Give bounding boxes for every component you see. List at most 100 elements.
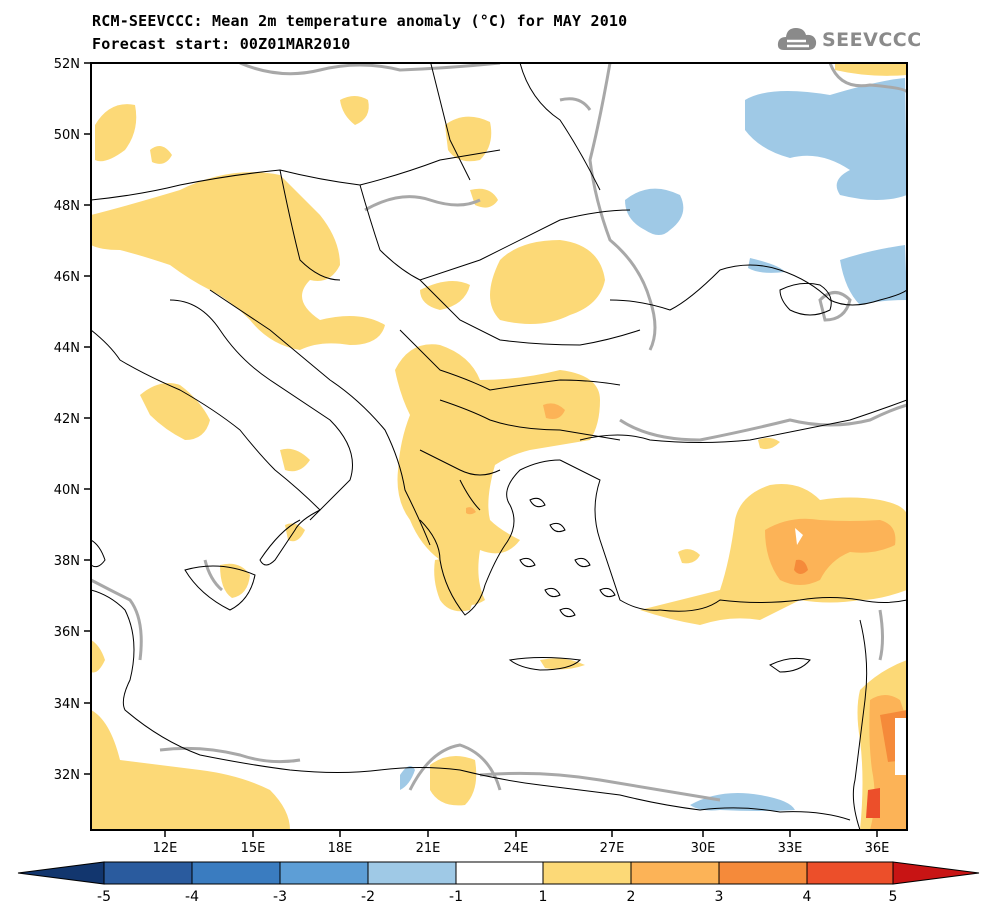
adriatic-east-coast: [209, 289, 431, 546]
warm-anomaly-turkey-spot: [678, 549, 700, 564]
greece-coastline: [419, 459, 561, 616]
cool-anomaly-egypt: [690, 792, 795, 811]
zero-contour-north: [239, 63, 501, 76]
levant-coastline: [852, 619, 868, 830]
lon-label-21e: 21E: [416, 841, 441, 856]
country-borders: [91, 63, 641, 511]
lat-label-38n: 38N: [54, 554, 80, 569]
sicily-coastline: [184, 565, 256, 611]
longitude-axis: 12E 15E 18E 21E 24E 27E 30E 33E 36E: [153, 830, 890, 856]
warm-anomaly-2-3-bulgaria: [543, 403, 565, 419]
warm-anomaly-2-3-greece: [466, 507, 476, 515]
crimea-coastline: [779, 282, 832, 316]
warm-anomaly-sicily: [220, 563, 250, 598]
zero-contour-carpathians: [364, 195, 481, 212]
colorbar-high-arrow: [892, 861, 980, 885]
coastlines-and-borders: [91, 63, 907, 830]
colorbar-segment-3: [279, 861, 369, 885]
colorbar: -5 -4 -3 -2 -1 1 2 3 4 5: [17, 861, 980, 905]
warm-anomaly-spot-1: [150, 146, 172, 164]
cool-anomaly-ukraine-north: [745, 78, 907, 200]
warm-anomaly-tunisia: [91, 640, 105, 673]
crete-coastline: [508, 657, 582, 671]
colorbar-tick-label: -5: [97, 889, 111, 905]
warm-anomaly-italy-south: [280, 448, 310, 472]
lon-label-36e: 36E: [865, 841, 890, 856]
colorbar-tick-label: -1: [449, 889, 463, 905]
colorbar-segment-5: [455, 861, 544, 885]
zero-contour-italy-south: [203, 559, 223, 592]
warm-anomaly-balkans: [395, 344, 600, 605]
turkey-south-coast: [659, 597, 907, 612]
latitude-axis: 52N 50N 48N 46N 44N 42N 40N 38N 36N 34N …: [54, 57, 91, 783]
colorbar-tick-label: -3: [273, 889, 287, 905]
zero-contours: [91, 63, 907, 802]
cool-anomaly-libya: [400, 766, 415, 790]
warm-anomaly-germany: [95, 104, 137, 162]
lat-label-36n: 36N: [54, 625, 80, 640]
colorbar-segment-7: [630, 861, 720, 885]
lat-label-52n: 52N: [54, 57, 80, 72]
cool-anomaly-crimea-east: [840, 245, 907, 305]
colorbar-segment-1: [103, 861, 193, 885]
warm-anomaly-peloponnese: [434, 558, 474, 612]
zero-contour-ukraine: [588, 63, 657, 351]
warm-anomaly-czech: [445, 116, 492, 162]
lat-label-50n: 50N: [54, 128, 80, 143]
lon-label-33e: 33E: [778, 841, 803, 856]
colorbar-segment-2: [191, 861, 281, 885]
warm-anomaly-spot-2: [470, 188, 498, 208]
lat-label-40n: 40N: [54, 483, 80, 498]
zero-contour-black-sea: [818, 291, 852, 322]
warm-anomaly-italy-central: [140, 382, 210, 440]
zero-contour-egypt-south: [408, 743, 502, 791]
map-frame: [90, 62, 908, 831]
anomaly-fields: [91, 63, 907, 830]
colorbar-tick-label: -4: [185, 889, 199, 905]
lon-label-30e: 30E: [691, 841, 716, 856]
colorbar-segment-6: [542, 861, 632, 885]
black-sea-coast: [579, 264, 907, 443]
lon-label-12e: 12E: [153, 841, 178, 856]
aegean-islands: [519, 497, 616, 618]
lon-label-18e: 18E: [328, 841, 353, 856]
lat-label-32n: 32N: [54, 768, 80, 783]
italy-coastline: [91, 299, 353, 566]
lat-label-44n: 44N: [54, 341, 80, 356]
lat-label-42n: 42N: [54, 412, 80, 427]
warm-anomaly-north-africa: [91, 710, 290, 830]
cool-anomaly-moldova: [625, 188, 684, 235]
warm-anomaly-poland: [340, 96, 369, 125]
colorbar-tick-label: -2: [361, 889, 375, 905]
colorbar-tick-label: 4: [803, 889, 812, 905]
forecast-start-label: Forecast start: 00Z01MAR2010: [92, 35, 351, 53]
logo-text: SEEVCCC: [822, 29, 922, 51]
warm-anomaly-crete: [540, 658, 585, 670]
zero-contour-turkey-north: [619, 403, 907, 442]
lon-label-15e: 15E: [241, 841, 266, 856]
zero-contour-levant: [878, 609, 884, 661]
zero-contour-poland-east: [559, 97, 592, 111]
warm-anomaly-romania: [490, 240, 605, 324]
zero-contour-libya: [159, 746, 301, 764]
neutral-hole-anatolia: [795, 528, 803, 545]
cyprus-coastline: [769, 657, 811, 673]
warm-anomaly-anatolia-north: [758, 437, 780, 450]
zero-contour-africa: [91, 578, 143, 661]
neutral-hole-levant: [895, 718, 907, 775]
warm-anomaly-central-europe: [91, 172, 385, 350]
warm-anomaly-3-4-anatolia: [794, 559, 808, 574]
colorbar-tick-label: 1: [539, 889, 548, 905]
colorbar-tick-label: 2: [627, 889, 636, 905]
sardinia-fragment: [91, 539, 106, 568]
warm-anomaly-calabria: [285, 523, 305, 542]
lat-label-46n: 46N: [54, 270, 80, 285]
lon-label-27e: 27E: [600, 841, 625, 856]
zero-contour-egypt: [479, 771, 721, 802]
warm-anomaly-hungary-spot: [420, 281, 470, 310]
seevccc-logo: SEEVCCC: [776, 22, 921, 58]
lon-label-24e: 24E: [504, 841, 529, 856]
warm-anomaly-top-right: [835, 63, 907, 76]
turkey-west-coast: [559, 459, 661, 611]
